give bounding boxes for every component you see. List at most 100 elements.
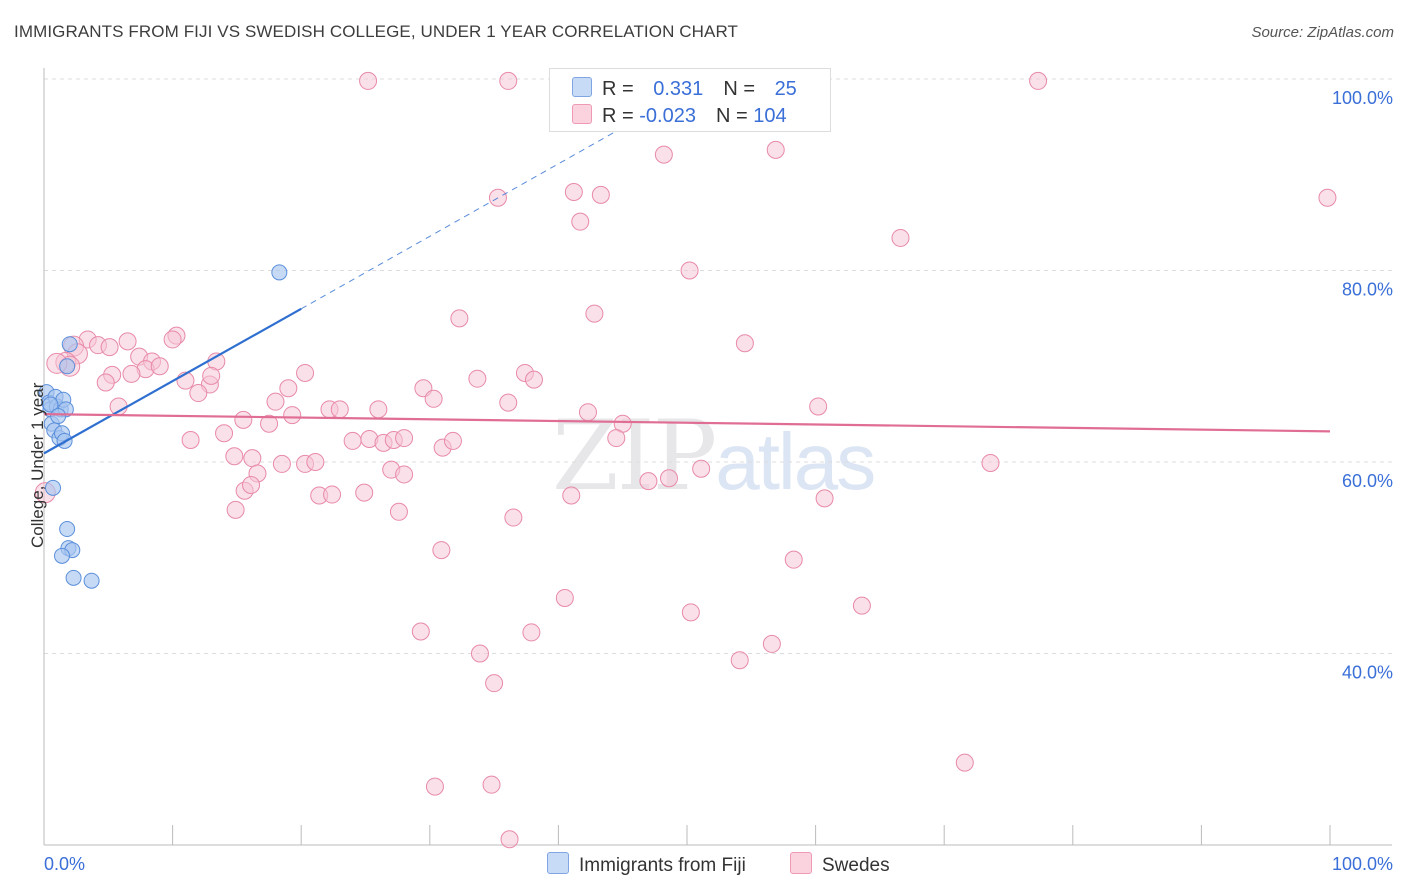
swedes-point: [122, 364, 141, 383]
fiji-point: [42, 396, 59, 413]
swedes-point: [181, 430, 200, 449]
y-tick-label: 60.0%: [1342, 471, 1393, 491]
swedes-point: [163, 330, 182, 349]
legend-n-label: N =: [723, 78, 761, 100]
swedes-point: [766, 140, 785, 159]
swedes-point: [499, 393, 518, 412]
swedes-trend-line: [43, 413, 1331, 433]
swedes-point: [283, 406, 302, 425]
swedes-point: [562, 486, 581, 505]
swedes-point: [1318, 188, 1337, 207]
swedes-point: [809, 397, 828, 416]
swedes-point: [591, 185, 610, 204]
fiji-point: [45, 479, 62, 496]
legend-swatch-fiji: [572, 77, 592, 97]
swedes-point: [504, 508, 523, 527]
swedes-point: [424, 389, 443, 408]
swedes-point: [395, 429, 414, 448]
legend-n-label: N =: [715, 105, 754, 127]
swedes-point: [500, 830, 519, 849]
swedes-point: [681, 603, 700, 622]
legend-n-value: 104: [753, 105, 787, 127]
fiji-point: [83, 572, 100, 589]
legend-r-label: R =: [602, 78, 640, 100]
swedes-point: [981, 453, 1000, 472]
fiji-point: [59, 358, 76, 375]
fiji-point: [65, 569, 82, 586]
swedes-point: [242, 475, 261, 494]
swedes-point: [524, 370, 543, 389]
y-tick-label: 80.0%: [1342, 280, 1393, 300]
swedes-point: [852, 596, 871, 615]
swedes-point: [585, 304, 604, 323]
swedes-point: [692, 459, 711, 478]
correlation-legend: R = 0.331 N = 25 R = -0.023 N = 104: [549, 68, 831, 132]
swedes-point: [443, 431, 462, 450]
fiji-trend-line: [43, 307, 302, 455]
legend-r-value: -0.023: [639, 105, 696, 127]
swedes-point: [96, 373, 115, 392]
legend-item-swedes: Swedes: [790, 852, 890, 877]
swedes-point: [323, 485, 342, 504]
swedes-point: [266, 392, 285, 411]
legend-swatch-swedes: [572, 104, 592, 124]
source-credit: Source: ZipAtlas.com: [1251, 24, 1394, 41]
swedes-point: [450, 309, 469, 328]
swedes-point: [395, 465, 414, 484]
swedes-point: [369, 400, 388, 419]
legend-swatch-fiji: [547, 852, 569, 874]
legend-row-fiji: R = 0.331 N = 25: [572, 77, 797, 101]
swedes-point: [1029, 71, 1048, 90]
swedes-point: [202, 366, 221, 385]
swedes-point: [468, 369, 487, 388]
swedes-point: [411, 622, 430, 641]
swedes-point: [485, 674, 504, 693]
swedes-point: [762, 634, 781, 653]
swedes-point: [680, 261, 699, 280]
swedes-point: [296, 363, 315, 382]
fiji-point: [50, 408, 67, 425]
swedes-point: [555, 588, 574, 607]
swedes-point: [578, 403, 597, 422]
swedes-point: [432, 541, 451, 560]
y-tick-label: 40.0%: [1342, 663, 1393, 683]
swedes-points: [34, 70, 1337, 849]
swedes-point: [343, 431, 362, 450]
gridlines: [44, 78, 1394, 654]
swedes-point: [654, 145, 673, 164]
swedes-point: [272, 454, 291, 473]
swedes-point: [735, 334, 754, 353]
swedes-point: [306, 453, 325, 471]
x-tick-label: 100.0%: [1332, 854, 1393, 874]
swedes-point: [607, 429, 626, 448]
swedes-point: [226, 500, 245, 519]
swedes-point: [150, 357, 169, 376]
swedes-point: [355, 483, 374, 502]
swedes-point: [784, 550, 803, 569]
legend-n-value: 25: [774, 78, 797, 100]
swedes-point: [470, 644, 489, 663]
y-tick-label: 100.0%: [1332, 88, 1393, 108]
swedes-point: [482, 775, 501, 794]
swedes-point: [359, 71, 378, 90]
legend-label-fiji: Immigrants from Fiji: [579, 855, 746, 876]
swedes-point: [639, 472, 658, 491]
swedes-point: [234, 410, 253, 429]
swedes-point: [260, 414, 279, 433]
swedes-point: [730, 651, 749, 670]
chart-title: IMMIGRANTS FROM FIJI VS SWEDISH COLLEGE,…: [14, 22, 739, 41]
swedes-point: [243, 449, 262, 468]
fiji-points: [38, 264, 288, 589]
swedes-point: [189, 384, 208, 403]
legend-swatch-swedes: [790, 852, 812, 874]
fiji-point: [61, 336, 78, 353]
swedes-point: [571, 212, 590, 231]
legend-label-swedes: Swedes: [822, 855, 890, 876]
legend-row-swedes: R = -0.023 N = 104: [572, 104, 787, 128]
x-tick-label: 0.0%: [44, 854, 85, 874]
swedes-point: [389, 502, 408, 521]
legend-r-value: 0.331: [653, 78, 704, 100]
legend-item-fiji: Immigrants from Fiji: [547, 852, 746, 877]
swedes-point: [425, 777, 444, 796]
swedes-point: [215, 424, 234, 443]
